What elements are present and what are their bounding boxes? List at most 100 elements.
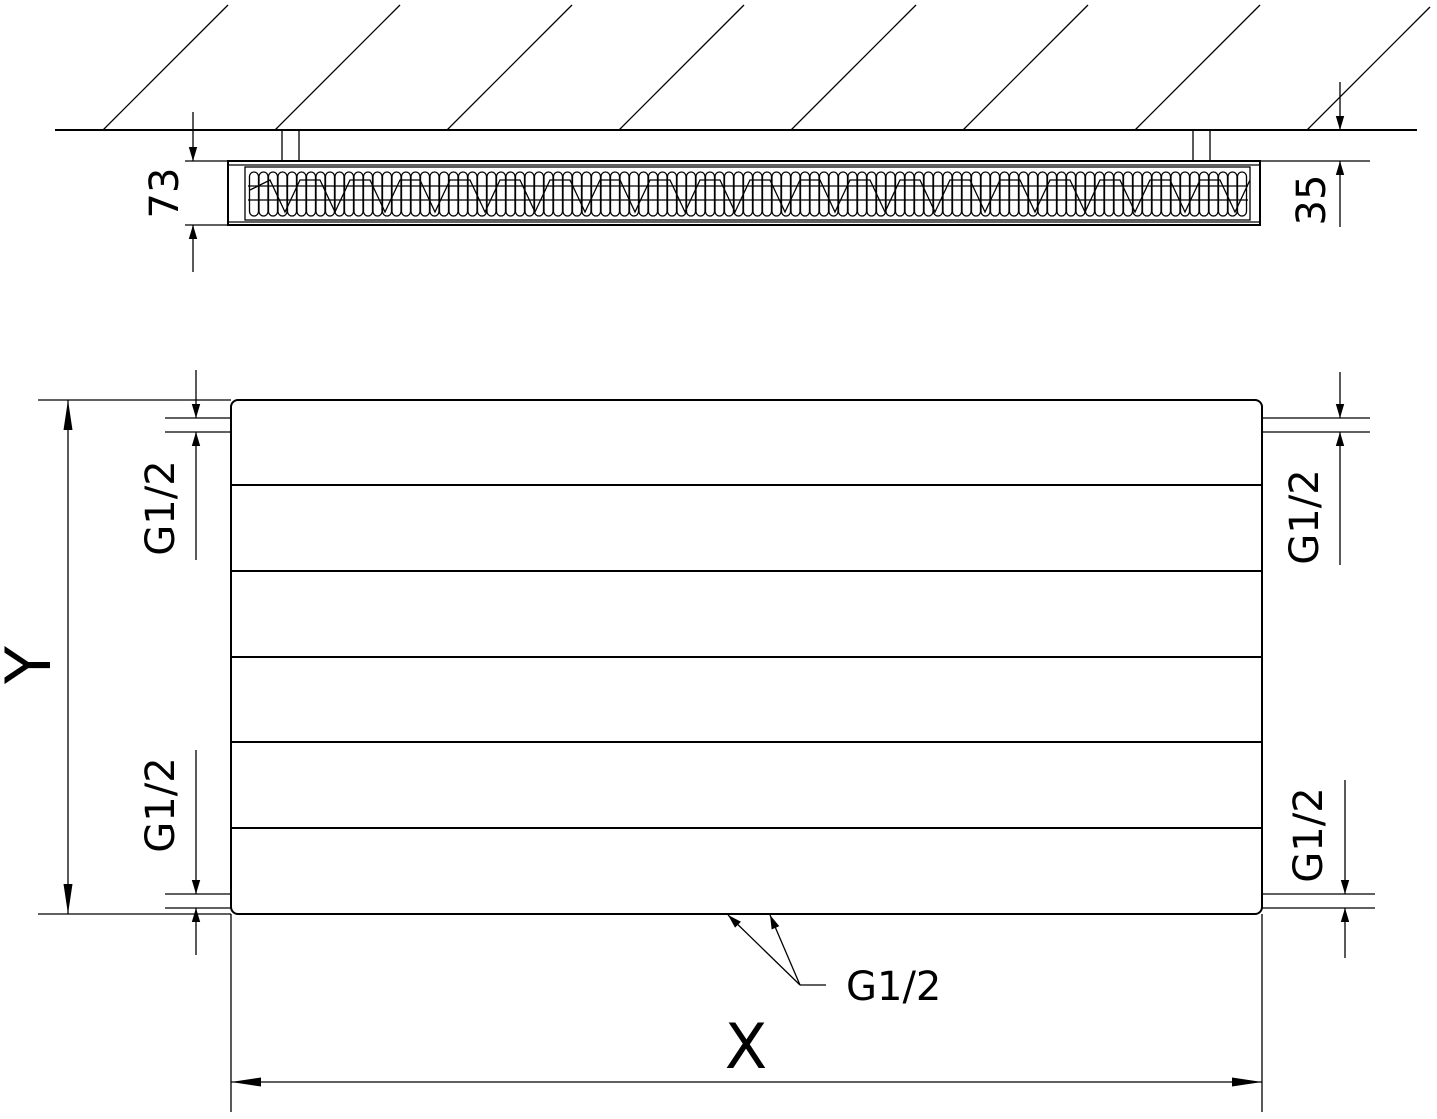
fin (1151, 171, 1162, 217)
fin (1189, 171, 1200, 217)
fin (714, 171, 725, 217)
hatch-line (102, 4, 229, 131)
front-view: Y G1/2 G1/2 G1/2 G1/2 (0, 370, 1375, 1112)
fin (989, 171, 1001, 217)
fin (1198, 171, 1210, 217)
fin (695, 171, 706, 217)
fin (980, 171, 991, 217)
fin (400, 171, 412, 217)
fin (742, 171, 754, 217)
hatch-line (1134, 4, 1261, 131)
fin (1037, 171, 1048, 217)
fin (676, 171, 687, 217)
fin (609, 171, 621, 217)
hatch-line (790, 4, 917, 131)
fin (410, 171, 421, 217)
fin (600, 171, 611, 217)
fin (932, 171, 944, 217)
fin (286, 171, 298, 217)
depth-label: 73 (142, 168, 188, 219)
fin (1170, 171, 1181, 217)
right-top-connection-label: G1/2 (1282, 469, 1328, 564)
fin (258, 171, 269, 217)
fin (666, 171, 678, 217)
bottom-connection-leader: G1/2 (720, 913, 941, 1010)
bottom-connection-label: G1/2 (846, 964, 941, 1010)
wall-gap-dimension: 35 (1260, 82, 1370, 227)
hatch-line (274, 4, 401, 131)
fin (248, 171, 260, 217)
fin (543, 171, 554, 217)
left-bottom-connection-dimension: G1/2 (138, 750, 231, 955)
right-top-connection-dimension: G1/2 (1282, 372, 1345, 565)
pipe-stub-right-bottom (1262, 893, 1375, 909)
fin (495, 171, 507, 217)
fin (1160, 171, 1172, 217)
fin (343, 171, 355, 217)
fin (296, 171, 307, 217)
fin (1046, 171, 1058, 217)
fin (913, 171, 925, 217)
fin (704, 171, 716, 217)
width-dimension: X (230, 914, 1263, 1112)
fin (1179, 171, 1191, 217)
convector-fins (248, 171, 1251, 217)
fin (999, 171, 1010, 217)
fin (1056, 171, 1067, 217)
top-view: 73 35 (55, 4, 1431, 272)
left-top-connection-label: G1/2 (138, 460, 184, 555)
fin (647, 171, 659, 217)
depth-dimension: 73 (142, 112, 228, 272)
fin (562, 171, 573, 217)
fin (1113, 171, 1124, 217)
fin (961, 171, 972, 217)
right-bottom-connection-dimension: G1/2 (1286, 780, 1350, 958)
hatch-line (446, 4, 573, 131)
fin (1122, 171, 1134, 217)
fin (856, 171, 868, 217)
fin (429, 171, 440, 217)
fin (362, 171, 374, 217)
fin (476, 171, 488, 217)
panel-grooves (231, 484, 1262, 829)
fin (761, 171, 773, 217)
width-label: X (725, 1010, 767, 1083)
wall-bracket-right (1192, 130, 1211, 161)
fin (467, 171, 478, 217)
fin (1094, 171, 1105, 217)
left-bottom-connection-label: G1/2 (138, 757, 184, 852)
wall-gap-label: 35 (1289, 175, 1335, 226)
fin (847, 171, 858, 217)
fin (619, 171, 630, 217)
radiator-section (227, 160, 1261, 226)
fin (514, 171, 526, 217)
fin (1065, 171, 1077, 217)
fin (1236, 171, 1248, 217)
fin (552, 171, 564, 217)
height-label: Y (0, 646, 65, 685)
fin (923, 171, 934, 217)
fin (790, 171, 801, 217)
fin (809, 171, 820, 217)
pipe-stub-right-top (1262, 417, 1370, 433)
fin (1008, 171, 1020, 217)
fin-zigzag (249, 179, 1251, 214)
fin (1208, 171, 1219, 217)
fin (904, 171, 915, 217)
fin (951, 171, 963, 217)
fin (353, 171, 364, 217)
wall-hatching (102, 4, 1431, 131)
fin (505, 171, 516, 217)
hatch-line (618, 4, 745, 131)
fin (457, 171, 469, 217)
left-top-connection-dimension: G1/2 (138, 370, 231, 560)
hatch-line (962, 4, 1089, 131)
fin (315, 171, 326, 217)
fin (305, 171, 317, 217)
hatch-line (1306, 6, 1431, 131)
fin (419, 171, 431, 217)
fin (866, 171, 877, 217)
right-bottom-connection-label: G1/2 (1286, 787, 1332, 882)
fin (448, 171, 459, 217)
